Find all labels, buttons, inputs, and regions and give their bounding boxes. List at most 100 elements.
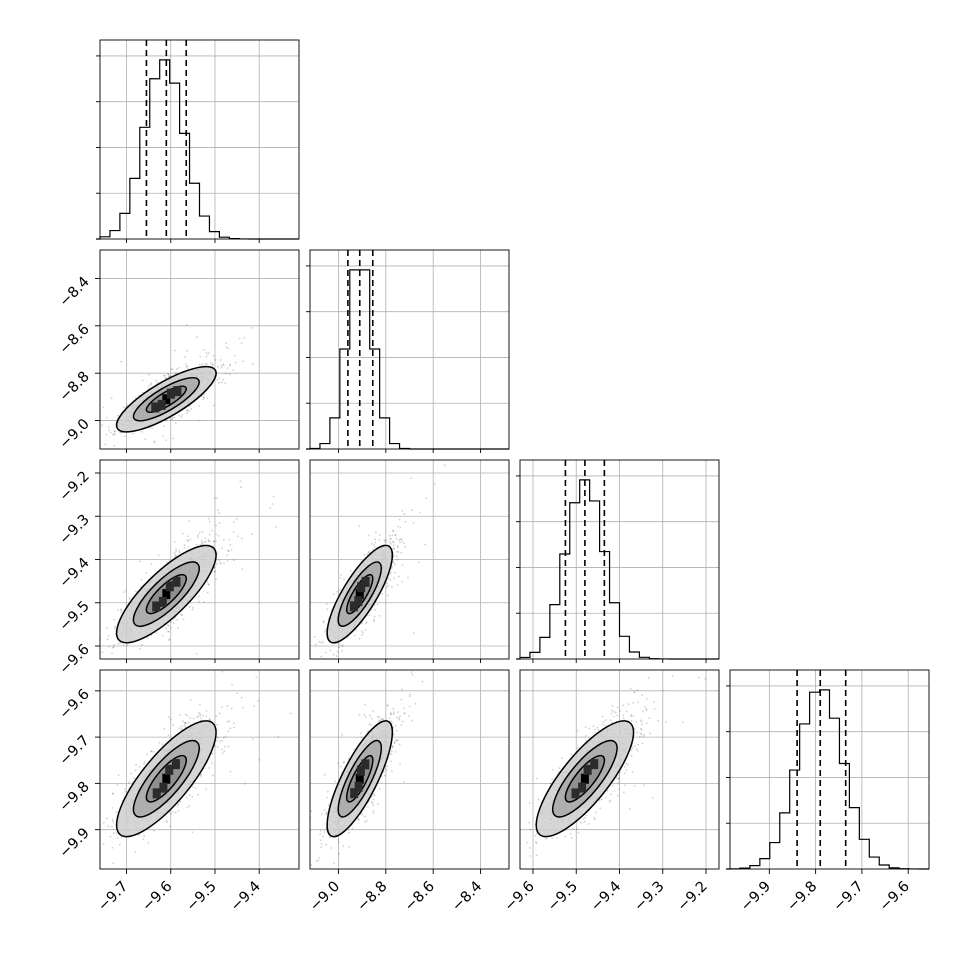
sample-point [171, 417, 174, 419]
density-peak-cell [165, 581, 174, 592]
sample-point [140, 430, 143, 433]
sample-point [124, 788, 126, 790]
sample-point [215, 563, 218, 565]
sample-point [393, 571, 396, 574]
sample-point [217, 381, 220, 384]
sample-point [243, 337, 246, 339]
sample-point [387, 577, 390, 580]
sample-point [113, 430, 116, 433]
sample-point [174, 349, 176, 352]
sample-point [154, 379, 157, 381]
sample-point [113, 644, 116, 647]
sample-point [361, 622, 363, 625]
sample-point [199, 774, 202, 776]
sample-point [374, 609, 377, 611]
sample-point [383, 539, 386, 542]
sample-point [218, 522, 221, 525]
sample-point [190, 407, 193, 410]
sample-point [235, 517, 238, 520]
sample-point [169, 627, 172, 629]
sample-point [218, 377, 220, 379]
sample-point [332, 593, 335, 595]
sample-point [338, 646, 341, 649]
sample-point [232, 531, 235, 533]
sample-point [443, 464, 446, 467]
sample-point [112, 433, 115, 436]
sample-point [425, 497, 428, 500]
sample-point [232, 369, 235, 372]
sample-point [207, 583, 210, 586]
sample-point [195, 336, 198, 338]
sample-point [394, 534, 397, 537]
sample-point [367, 550, 370, 553]
sample-point [390, 571, 392, 574]
sample-point [401, 509, 404, 512]
sample-point [120, 360, 123, 363]
sample-point [189, 698, 192, 701]
sample-point [340, 574, 343, 576]
sample-point [225, 372, 227, 375]
sample-point [396, 584, 399, 586]
sample-point [139, 560, 142, 563]
sample-point [313, 635, 316, 638]
sample-point [392, 560, 395, 563]
sample-point [111, 793, 114, 796]
sample-point [216, 379, 219, 381]
sample-point [394, 533, 397, 536]
sample-point [393, 577, 395, 580]
sample-point [113, 430, 116, 433]
sample-point [390, 542, 392, 545]
sample-point [365, 621, 368, 623]
sample-point [197, 534, 199, 537]
sample-point [220, 364, 223, 367]
sample-point [167, 373, 170, 376]
sample-point [366, 553, 369, 555]
sample-point [177, 627, 179, 629]
sample-point [171, 418, 174, 421]
sample-point [202, 349, 205, 351]
sample-point [144, 438, 147, 441]
sample-point [110, 431, 112, 434]
sample-point [76, 469, 78, 471]
sample-point [174, 422, 177, 424]
sample-point [198, 405, 201, 407]
sample-point [181, 728, 183, 730]
sample-point [392, 544, 395, 547]
sample-point [232, 559, 235, 562]
sample-point [391, 534, 394, 537]
sample-point [179, 613, 182, 616]
sample-point [167, 630, 169, 633]
sample-point [162, 374, 165, 377]
panel-frame [99, 249, 300, 450]
panel-content [100, 460, 282, 655]
sample-point [361, 634, 363, 637]
sample-point [108, 645, 111, 648]
sample-point [215, 540, 217, 542]
sample-point [173, 551, 176, 554]
sample-point [118, 843, 121, 846]
sample-point [208, 351, 210, 354]
sample-point [362, 631, 364, 634]
sample-point [170, 418, 173, 421]
sample-point [138, 394, 140, 397]
sample-point [200, 773, 202, 776]
sample-point [397, 551, 400, 553]
sample-point [115, 832, 118, 835]
sample-point [371, 542, 374, 545]
sample-point [176, 618, 179, 621]
sample-point [140, 578, 143, 581]
sample-point [240, 537, 243, 540]
sample-point [152, 750, 155, 753]
sample-point [143, 762, 145, 765]
sample-point [116, 783, 119, 786]
sample-point [175, 554, 177, 557]
sample-point [215, 524, 217, 527]
sample-point [174, 371, 177, 374]
sample-point [207, 517, 210, 520]
sample-point [228, 373, 231, 376]
sample-point [95, 840, 97, 842]
sample-point [390, 537, 392, 540]
sample-point [341, 649, 344, 652]
sample-point [209, 718, 211, 721]
